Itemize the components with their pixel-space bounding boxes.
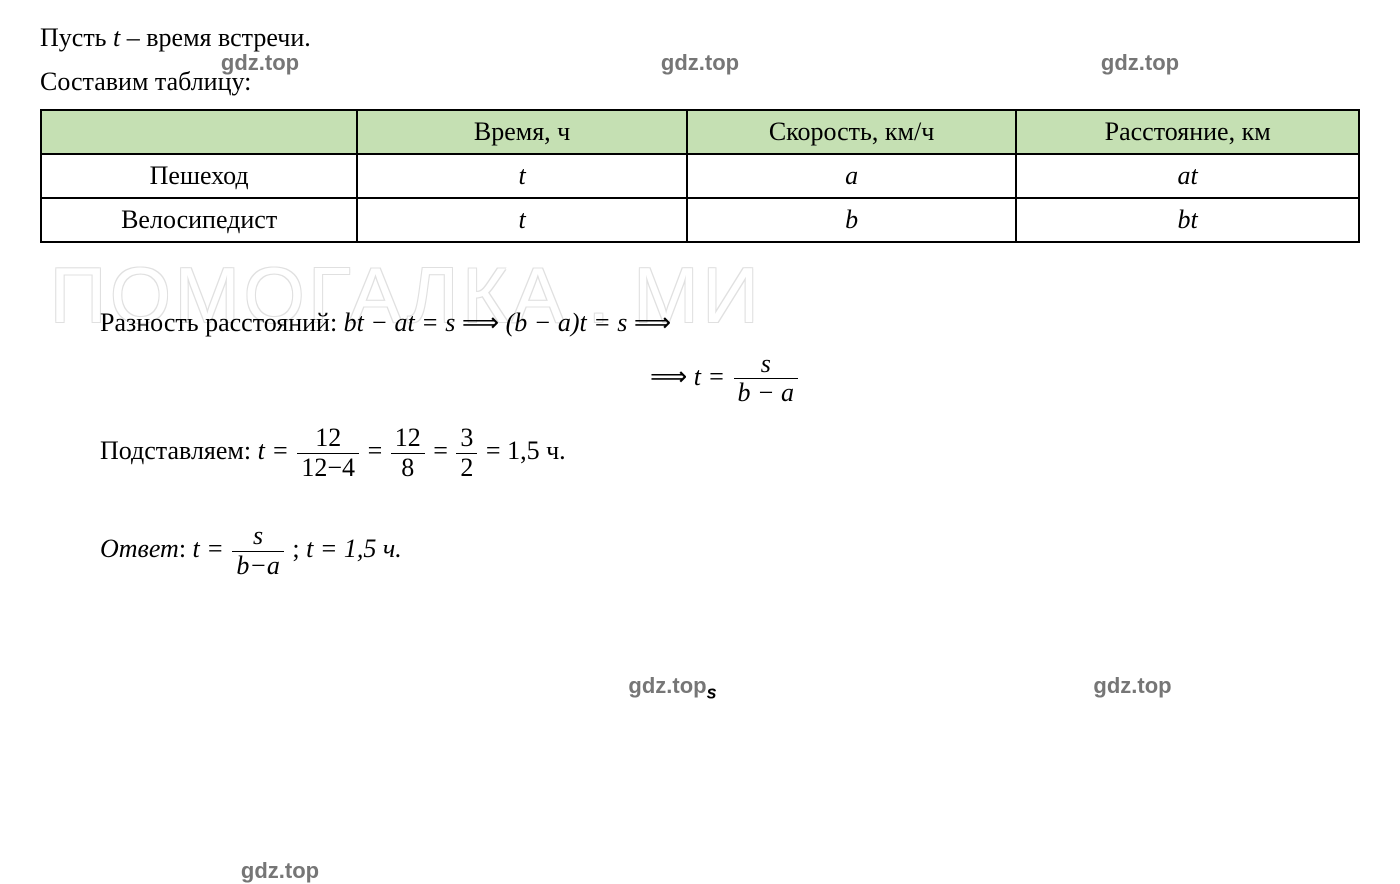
result-fraction: s b − a [734, 350, 799, 408]
answer-sep: ; [292, 534, 306, 563]
frac-num: s [232, 522, 284, 552]
sub-frac-3: 3 2 [456, 424, 477, 482]
frac-den: b − a [734, 379, 799, 408]
data-table: Время, ч Скорость, км/ч Расстояние, км П… [40, 109, 1360, 243]
row-speed: b [687, 198, 1017, 242]
result-formula: ⟹ t = s b − a [40, 350, 1360, 408]
row-time: t [357, 154, 687, 198]
frac-den: 8 [391, 454, 425, 483]
diff-label: Разность расстояний: [100, 308, 344, 337]
table-row: Велосипедист t b bt [41, 198, 1359, 242]
frac-den: 2 [456, 454, 477, 483]
substitution-line: Подставляем: t = 12 12−4 = 12 8 = 3 2 = … [100, 424, 1360, 482]
watermark-small-6: gdz.top [241, 858, 319, 884]
row-time: t [357, 198, 687, 242]
row-label: Велосипедист [41, 198, 357, 242]
answer-final: t = 1,5 ч. [306, 534, 402, 563]
data-table-container: Время, ч Скорость, км/ч Расстояние, км П… [40, 109, 1360, 243]
row-label: Пешеход [41, 154, 357, 198]
intro-line-2: Составим таблицу: [40, 64, 1360, 100]
frac-num: s [734, 350, 799, 380]
eq2: (b − a)t = s [506, 308, 628, 337]
t-eq: t = [694, 362, 732, 391]
table-header-time: Время, ч [357, 110, 687, 154]
sub-t-eq: t = [258, 436, 296, 465]
sub-frac-1: 12 12−4 [297, 424, 359, 482]
table-row: Пешеход t a at [41, 154, 1359, 198]
answer-label: Ответ [100, 534, 179, 563]
row-distance: at [1016, 154, 1359, 198]
frac-num: 12 [297, 424, 359, 454]
table-header-empty [41, 110, 357, 154]
implies-2: ⟹ [634, 308, 671, 337]
table-header-distance: Расстояние, км [1016, 110, 1359, 154]
table-header-speed: Скорость, км/ч [687, 110, 1017, 154]
sub-label: Подставляем: [100, 436, 258, 465]
frac-num: 12 [391, 424, 425, 454]
sub-frac-2: 12 8 [391, 424, 425, 482]
frac-den: b−a [232, 552, 284, 581]
answer-fraction: s b−a [232, 522, 284, 580]
answer-t-eq: t = [193, 534, 231, 563]
implies-3: ⟹ [650, 362, 687, 391]
intro-post: – время встречи. [120, 23, 310, 52]
frac-den: 12−4 [297, 454, 359, 483]
answer-line: Ответ: t = s b−a ; t = 1,5 ч. [100, 522, 1360, 580]
implies-1: ⟹ [462, 308, 499, 337]
table-header-row: Время, ч Скорость, км/ч Расстояние, км [41, 110, 1359, 154]
derivation-line: Разность расстояний: bt − at = s ⟹ (b − … [100, 303, 1360, 342]
row-distance: bt [1016, 198, 1359, 242]
answer-colon: : [179, 534, 193, 563]
intro-pre: Пусть [40, 23, 113, 52]
frac-num: 3 [456, 424, 477, 454]
eq1: bt − at = s [344, 308, 456, 337]
row-speed: a [687, 154, 1017, 198]
sub-result: = 1,5 ч. [486, 436, 566, 465]
intro-line-1: Пусть t – время встречи. [40, 20, 1360, 56]
